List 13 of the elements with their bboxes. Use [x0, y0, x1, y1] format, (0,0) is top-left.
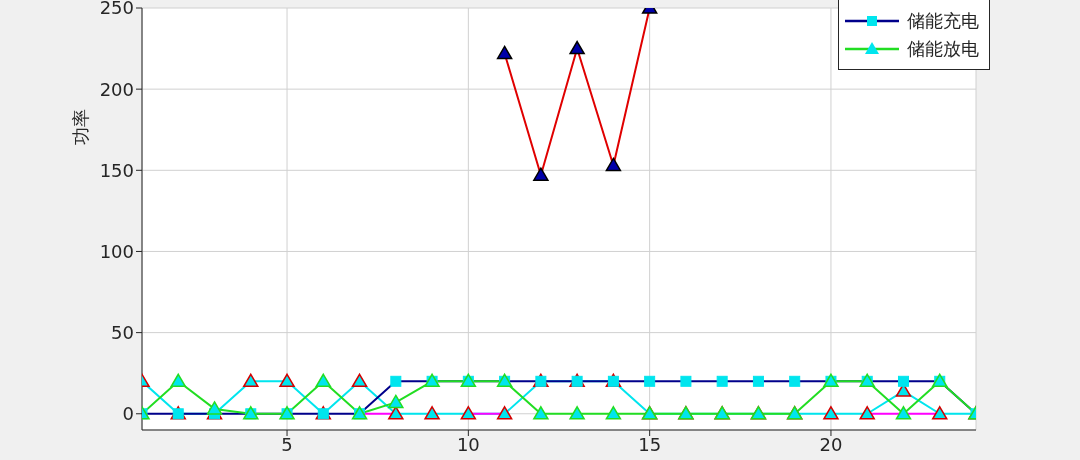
y-tick-label: 0	[122, 403, 134, 425]
x-tick-label: 15	[638, 433, 662, 455]
y-tick-label: 50	[111, 322, 134, 344]
y-tick-label: 150	[99, 159, 134, 181]
x-tick-label: 10	[456, 433, 480, 455]
legend-label: 储能放电	[907, 37, 979, 61]
y-tick-label: 100	[99, 240, 134, 262]
y-tick-label: 200	[99, 78, 134, 100]
x-tick-label: 5	[281, 433, 293, 455]
x-tick-label: 20	[819, 433, 843, 455]
y-axis-title: 功率	[69, 108, 92, 147]
legend-label: 储能充电	[907, 9, 979, 33]
y-tick-label: 250	[99, 0, 134, 19]
